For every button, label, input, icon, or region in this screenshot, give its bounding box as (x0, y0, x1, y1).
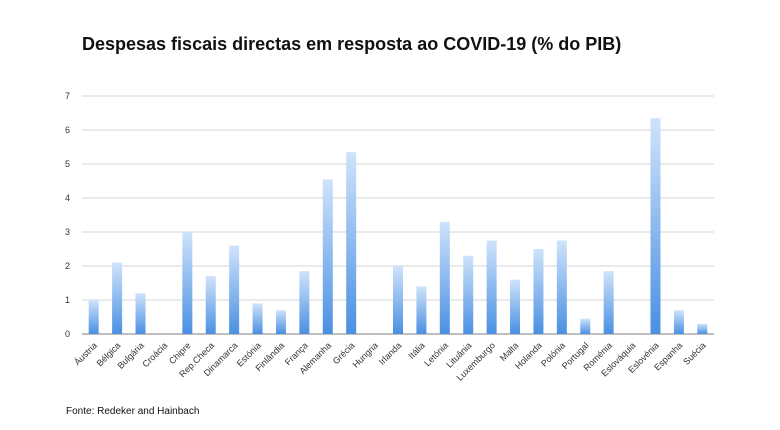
bar (650, 118, 661, 334)
bar (346, 152, 357, 334)
chart-title: Despesas fiscais directas em resposta ao… (82, 34, 622, 54)
x-category-label: Áustria (72, 340, 99, 367)
bar (229, 245, 240, 334)
bar (673, 310, 684, 334)
bar (510, 279, 521, 334)
y-tick-label: 3 (65, 227, 70, 237)
bar (88, 300, 99, 334)
y-tick-label: 0 (65, 329, 70, 339)
bar (135, 293, 146, 334)
x-category-label: Hungria (351, 340, 380, 369)
bar (556, 240, 567, 334)
y-tick-label: 4 (65, 193, 70, 203)
bar (322, 179, 333, 334)
y-tick-label: 7 (65, 91, 70, 101)
x-category-label: Irlanda (377, 340, 404, 367)
bar (416, 286, 427, 334)
bar (112, 262, 123, 334)
bar (205, 276, 216, 334)
bars (88, 118, 708, 334)
bar (463, 255, 474, 334)
bar (697, 323, 708, 334)
x-axis-labels: ÁustriaBélgicaBulgáriaCroáciaChipreRep.C… (72, 340, 707, 382)
bar (299, 271, 310, 334)
x-category-label: Bulgária (116, 340, 146, 370)
bar (603, 271, 614, 334)
x-category-label: Itália (406, 340, 427, 361)
bar (580, 318, 591, 334)
source-note: Fonte: Redeker and Hainbach (66, 406, 200, 417)
bar (252, 303, 263, 334)
bar (393, 266, 403, 334)
bar (439, 221, 450, 334)
x-category-label: Croácia (140, 340, 169, 369)
bar (182, 232, 193, 334)
y-tick-label: 6 (65, 125, 70, 135)
y-tick-label: 1 (65, 295, 70, 305)
y-axis-ticks: 0 1 2 3 4 5 6 7 (65, 91, 70, 339)
x-category-label: Suécia (681, 340, 708, 367)
bar (533, 249, 544, 334)
bar (275, 310, 286, 334)
bar (486, 240, 497, 334)
y-tick-label: 2 (65, 261, 70, 271)
y-tick-label: 5 (65, 159, 70, 169)
